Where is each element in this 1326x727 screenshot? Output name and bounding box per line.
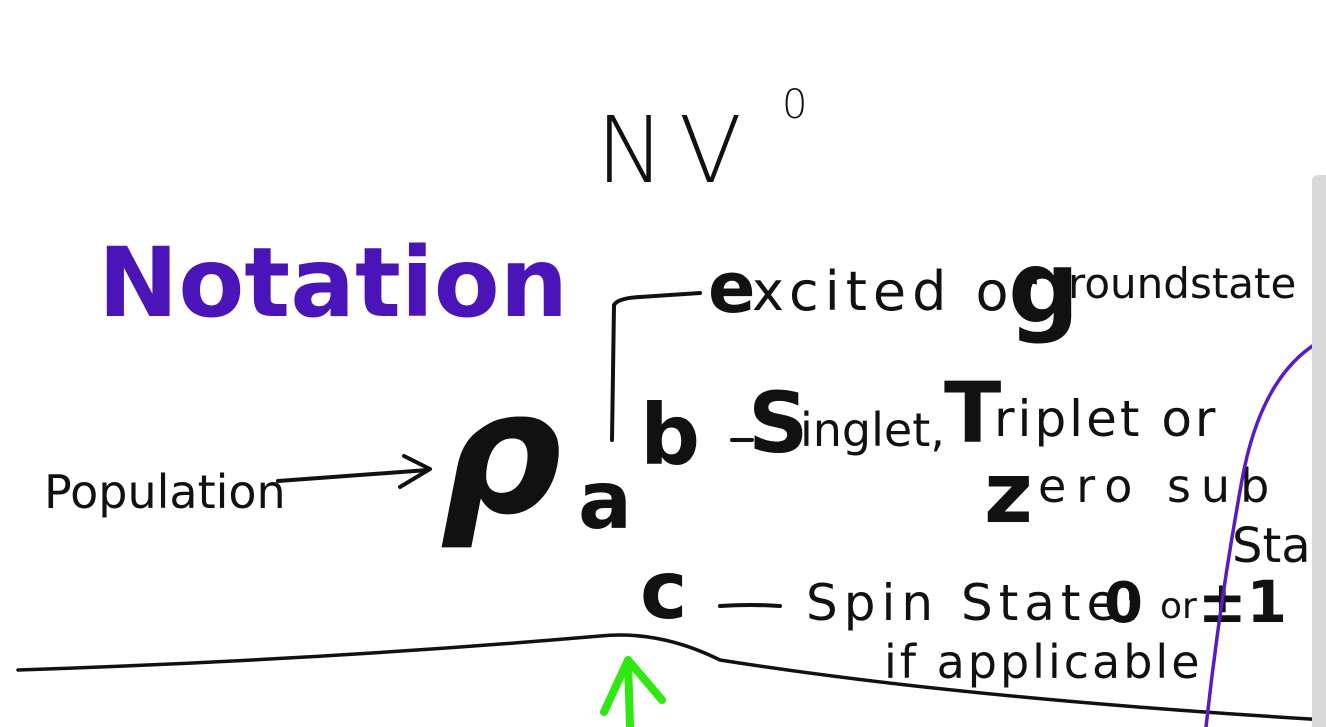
line5-text: if applicable: [884, 635, 1203, 689]
population-label: Population: [44, 465, 286, 519]
letter-z: z: [984, 444, 1033, 542]
line4-or-text: or: [1160, 586, 1197, 627]
green-up-arrow-icon: [600, 656, 666, 727]
subscript-a: a: [578, 454, 632, 547]
value-0: 0: [1104, 571, 1143, 636]
scrollbar[interactable]: [1312, 175, 1326, 727]
letter-s: S: [748, 374, 809, 472]
letter-t: T: [944, 364, 1001, 462]
line2a-text: inglet,: [800, 403, 945, 457]
state-fragment: State: [1232, 518, 1326, 574]
baseline-curve: [16, 633, 1326, 722]
dash-c: [718, 603, 782, 608]
letter-g: g: [1008, 229, 1080, 346]
bracket-line: [610, 291, 702, 442]
purple-curve: [1204, 336, 1326, 727]
value-pm1: ±1: [1198, 568, 1287, 636]
line3-text: ero sub: [1038, 459, 1279, 513]
rho-symbol: ρ: [440, 355, 562, 553]
population-arrow-icon: [276, 454, 432, 489]
letter-c: c: [640, 544, 687, 637]
line1-end-text: roundstate: [1068, 259, 1296, 308]
line1-text: xcited or: [752, 260, 1043, 323]
title-superscript: 0: [782, 82, 807, 128]
letter-e: e: [708, 247, 755, 329]
title: NV: [596, 97, 756, 204]
line2b-text: riplet or: [994, 390, 1219, 448]
heading: Notation: [98, 227, 568, 339]
line4a-text: Spin State:: [806, 574, 1146, 632]
superscript-b: b: [640, 386, 700, 484]
